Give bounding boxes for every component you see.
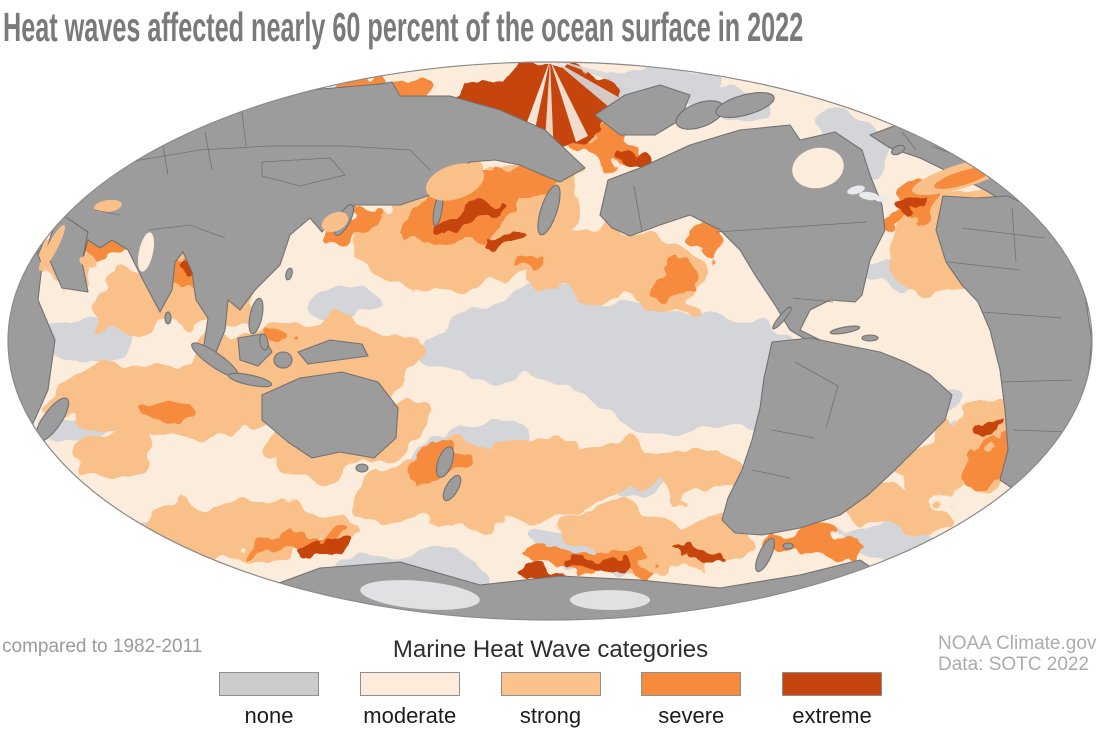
swatch-label: extreme — [792, 703, 872, 728]
moderate-swatch — [359, 672, 460, 696]
baseline-footnote: compared to 1982-2011 — [2, 636, 203, 657]
extreme-swatch — [782, 672, 882, 696]
globe-outline — [7, 61, 1093, 621]
page-title: Heat waves affected nearly 60 percent of… — [3, 4, 804, 50]
credits: NOAA Climate.gov Data: SOTC 2022 — [938, 633, 1096, 675]
legend-items: none moderate strong severe extreme — [219, 672, 882, 729]
land-greenland — [594, 84, 691, 136]
swatch-label: moderate — [363, 703, 457, 728]
land-new-guinea — [297, 339, 369, 365]
credit-source: NOAA Climate.gov — [938, 633, 1097, 654]
legend-title: Marine Heat Wave categories — [392, 636, 709, 663]
legend-item-severe: severe — [641, 672, 742, 729]
legend-item-moderate: moderate — [359, 672, 460, 729]
credit-data: Data: SOTC 2022 — [938, 654, 1090, 675]
swatch-label: severe — [658, 703, 725, 728]
none-swatch — [219, 672, 319, 696]
legend-item-strong: strong — [500, 672, 601, 729]
land-north-america — [599, 124, 886, 386]
swatch-label: none — [244, 703, 294, 728]
globe-clip-group — [8, 62, 1092, 620]
land-eurasia — [19, 81, 586, 363]
legend-item-extreme: extreme — [782, 672, 882, 729]
legend-item-none: none — [219, 672, 319, 729]
land-australia — [261, 371, 399, 459]
strong-swatch — [500, 672, 601, 696]
land-south-america — [721, 337, 953, 536]
severe-swatch — [641, 672, 742, 696]
swatch-label: strong — [519, 703, 582, 728]
